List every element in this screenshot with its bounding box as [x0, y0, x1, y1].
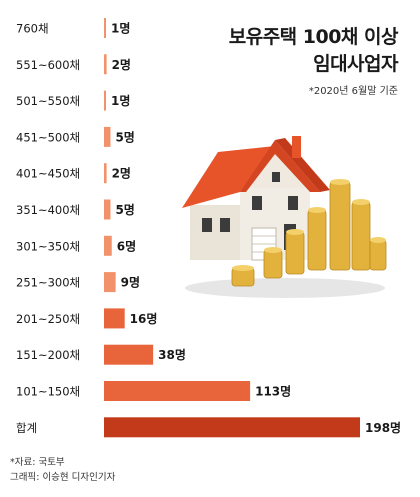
value-label: 9명: [121, 276, 140, 290]
value-label: 16명: [130, 312, 158, 326]
date-note: *2020년 6월말 기준: [308, 86, 398, 97]
bar: [104, 344, 154, 365]
bar: [104, 235, 112, 256]
category-label: 301~350채: [16, 239, 80, 253]
graphic-credit: 그래픽: 이승현 디자인기자: [10, 472, 116, 483]
bar: [104, 199, 111, 220]
value-label: 38명: [158, 348, 186, 362]
category-label: 551~600채: [16, 58, 80, 72]
value-label: 5명: [115, 203, 134, 217]
bar: [104, 308, 125, 329]
bar: [104, 54, 107, 75]
category-label: 760채: [16, 22, 49, 36]
category-label: 351~400채: [16, 203, 80, 217]
bar: [104, 272, 116, 293]
value-label: 1명: [111, 22, 130, 36]
house-coins-icon: [182, 136, 387, 298]
category-label: 251~300채: [16, 276, 80, 290]
bar: [104, 90, 106, 111]
bars: [104, 18, 360, 438]
category-label: 101~150채: [16, 385, 80, 399]
category-label: 201~250채: [16, 312, 80, 326]
value-label: 6명: [117, 239, 136, 253]
category-label: 401~450채: [16, 167, 80, 181]
bar: [104, 126, 111, 147]
bar: [104, 163, 107, 184]
bar: [104, 381, 251, 401]
chart-title: 보유주택 100채 이상 임대사업자: [228, 24, 399, 78]
source-note: *자료: 국토부: [10, 457, 65, 468]
value-labels: 1명 2명 1명 5명 2명 5명 6명 9명 16명 38명 113명 198명: [111, 22, 401, 435]
value-label: 2명: [112, 167, 131, 181]
value-label: 2명: [112, 58, 131, 72]
value-label: 5명: [115, 130, 134, 144]
value-label: 198명: [365, 421, 401, 435]
footer: *자료: 국토부 그래픽: 이승현 디자인기자: [10, 455, 115, 485]
category-label: 501~550채: [16, 94, 80, 108]
category-label: 151~200채: [16, 348, 80, 362]
category-label: 451~500채: [16, 130, 80, 144]
value-label: 113명: [255, 385, 291, 399]
category-label: 합계: [16, 421, 37, 435]
bar: [104, 18, 106, 38]
category-labels: 760채 551~600채 501~550채 451~500채 401~450채 351~…: [16, 22, 80, 435]
title-line-2: 임대사업자: [313, 53, 398, 75]
value-label: 1명: [111, 94, 130, 108]
bar: [104, 417, 360, 438]
title-line-1: 보유주택 100채 이상: [228, 26, 399, 48]
